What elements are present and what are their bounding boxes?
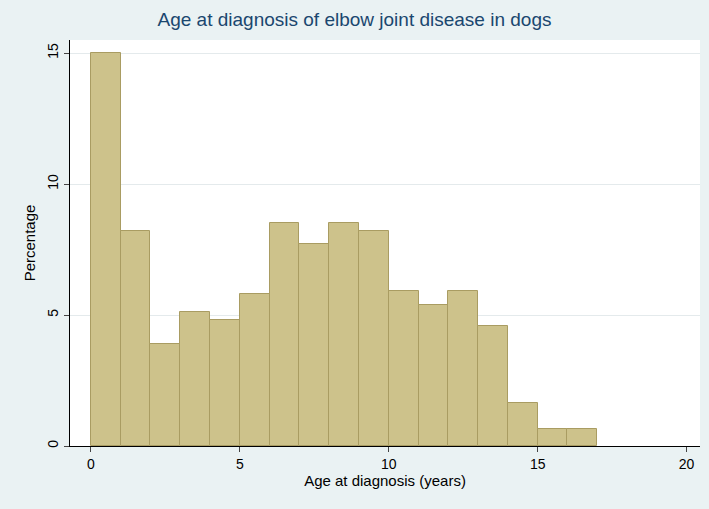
- svg-text:10: 10: [381, 456, 397, 472]
- svg-text:Percentage: Percentage: [21, 205, 38, 282]
- svg-text:5: 5: [236, 456, 244, 472]
- svg-text:20: 20: [679, 456, 695, 472]
- svg-text:0: 0: [45, 440, 61, 448]
- svg-text:Age at diagnosis of elbow join: Age at diagnosis of elbow joint disease …: [158, 9, 552, 30]
- svg-text:Age at diagnosis (years): Age at diagnosis (years): [304, 472, 466, 489]
- svg-text:15: 15: [530, 456, 546, 472]
- svg-text:5: 5: [45, 309, 61, 317]
- svg-text:15: 15: [45, 43, 61, 59]
- svg-text:10: 10: [45, 174, 61, 190]
- svg-text:0: 0: [87, 456, 95, 472]
